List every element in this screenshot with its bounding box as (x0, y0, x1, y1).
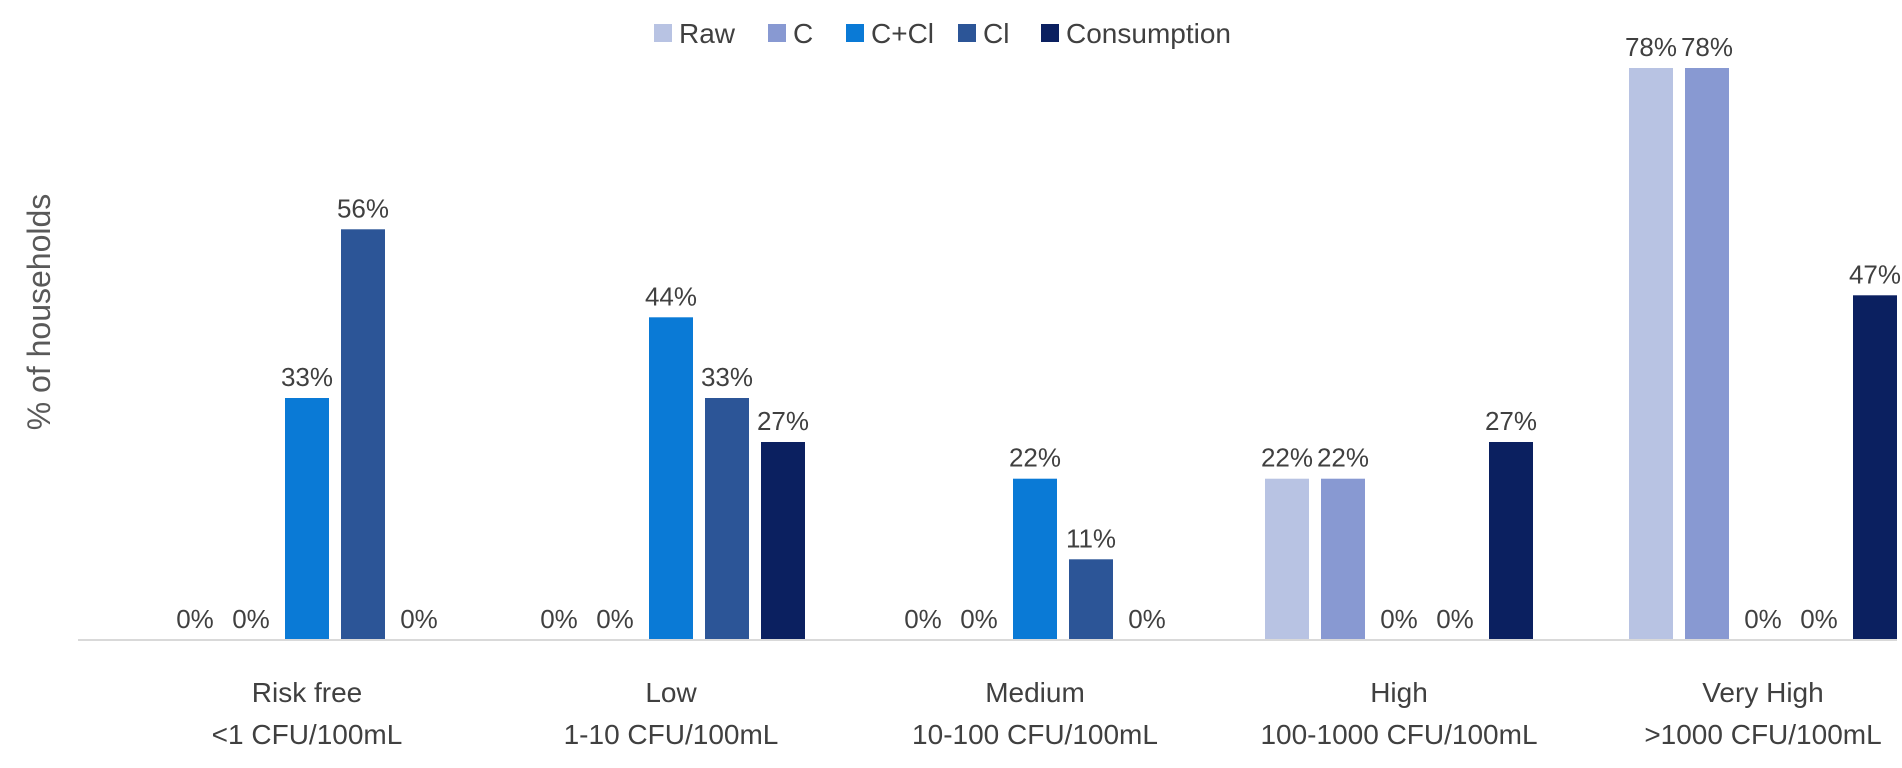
data-label-c-cl-medium: 22% (1009, 443, 1061, 473)
legend-label-consumption: Consumption (1066, 18, 1231, 49)
data-label-cl-medium: 11% (1066, 523, 1116, 553)
data-label-consumption-high: 27% (1485, 406, 1537, 436)
data-label-consumption-very-high: 47% (1849, 259, 1901, 289)
legend-swatch-c (768, 24, 786, 42)
legend-label-raw: Raw (679, 18, 736, 49)
data-label-c-very-high: 78% (1681, 32, 1733, 62)
y-axis-label: % of households (21, 194, 57, 431)
bar-consumption-very-high (1853, 295, 1897, 640)
bar-c-very-high (1685, 68, 1729, 640)
bar-cl-low (705, 398, 749, 640)
category-range-very-high: >1000 CFU/100mL (1644, 719, 1881, 750)
legend-swatch-consumption (1041, 24, 1059, 42)
category-label-high: High (1370, 677, 1428, 708)
data-label-raw-low: 0% (540, 604, 578, 634)
data-labels-group: 0% 0%33%56%0% 0% 0%44%33%27%0% 0%22%11%0%22%… (176, 32, 1901, 634)
bars-group (285, 68, 1897, 641)
bar-c-cl-low (649, 317, 693, 640)
data-label-c-cl-risk-free: 33% (281, 362, 333, 392)
bar-c-cl-risk-free (285, 398, 329, 640)
bar-consumption-low (761, 442, 805, 640)
legend-swatch-raw (654, 24, 672, 42)
data-label-cl-very-high: 0% (1800, 604, 1838, 634)
data-label-c-cl-low: 44% (645, 281, 697, 311)
legend: Raw C C+Cl Cl Consumption (654, 18, 1231, 49)
data-label-cl-low: 33% (701, 362, 753, 392)
category-label-very-high: Very High (1702, 677, 1823, 708)
legend-swatch-c-cl (846, 24, 864, 42)
bar-raw-very-high (1629, 68, 1673, 640)
category-range-high: 100-1000 CFU/100mL (1260, 719, 1537, 750)
data-label-c-medium: 0% (960, 604, 998, 634)
category-range-medium: 10-100 CFU/100mL (912, 719, 1158, 750)
category-label-low: Low (645, 677, 697, 708)
category-labels-group: Risk free <1 CFU/100mL Low 1-10 CFU/100mL Me… (212, 677, 1882, 750)
data-label-raw-very-high: 78% (1625, 32, 1677, 62)
category-label-medium: Medium (985, 677, 1085, 708)
category-range-low: 1-10 CFU/100mL (564, 719, 779, 750)
data-label-c-risk-free: 0% (232, 604, 270, 634)
data-label-cl-high: 0% (1436, 604, 1474, 634)
bar-c-high (1321, 478, 1365, 640)
data-label-raw-risk-free: 0% (176, 604, 214, 634)
bar-cl-risk-free (341, 229, 385, 641)
data-label-c-high: 22% (1317, 443, 1369, 473)
legend-label-c-cl: C+Cl (871, 18, 934, 49)
bar-raw-high (1265, 478, 1309, 640)
bar-cl-medium (1069, 559, 1113, 640)
legend-label-cl: Cl (983, 18, 1009, 49)
data-label-consumption-low: 27% (757, 406, 809, 436)
category-label-risk-free: Risk free (252, 677, 362, 708)
data-label-c-cl-very-high: 0% (1744, 604, 1782, 634)
data-label-consumption-medium: 0% (1128, 604, 1166, 634)
data-label-c-low: 0% (596, 604, 634, 634)
legend-swatch-cl (958, 24, 976, 42)
bar-consumption-high (1489, 442, 1533, 640)
bar-c-cl-medium (1013, 478, 1057, 640)
category-range-risk-free: <1 CFU/100mL (212, 719, 403, 750)
data-label-raw-high: 22% (1261, 443, 1313, 473)
data-label-raw-medium: 0% (904, 604, 942, 634)
legend-label-c: C (793, 18, 813, 49)
data-label-consumption-risk-free: 0% (400, 604, 438, 634)
data-label-c-cl-high: 0% (1380, 604, 1418, 634)
data-label-cl-risk-free: 56% (337, 193, 389, 223)
